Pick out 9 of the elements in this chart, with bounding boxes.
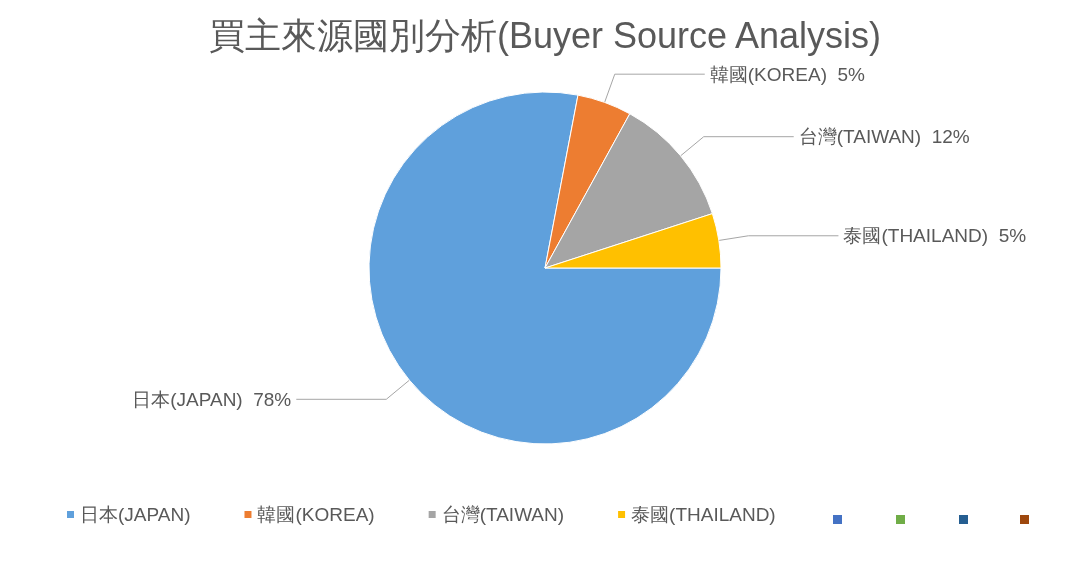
category-label: 日本(JAPAN) 78% bbox=[132, 388, 292, 410]
category-label: 泰國(THAILAND) 5% bbox=[843, 225, 1027, 247]
category-label: 韓國(KOREA) 5% bbox=[709, 63, 865, 85]
chart-title: 買主來源國別分析(Buyer Source Analysis) bbox=[208, 14, 882, 56]
category-label: 台灣(TAIWAN) 12% bbox=[798, 126, 970, 148]
legend-label: 台灣(TAIWAN) bbox=[441, 504, 565, 525]
legend-label: 日本(JAPAN) bbox=[80, 504, 191, 525]
legend-label: 泰國(THAILAND) bbox=[631, 504, 776, 525]
legend-label: 韓國(KOREA) bbox=[257, 504, 375, 525]
